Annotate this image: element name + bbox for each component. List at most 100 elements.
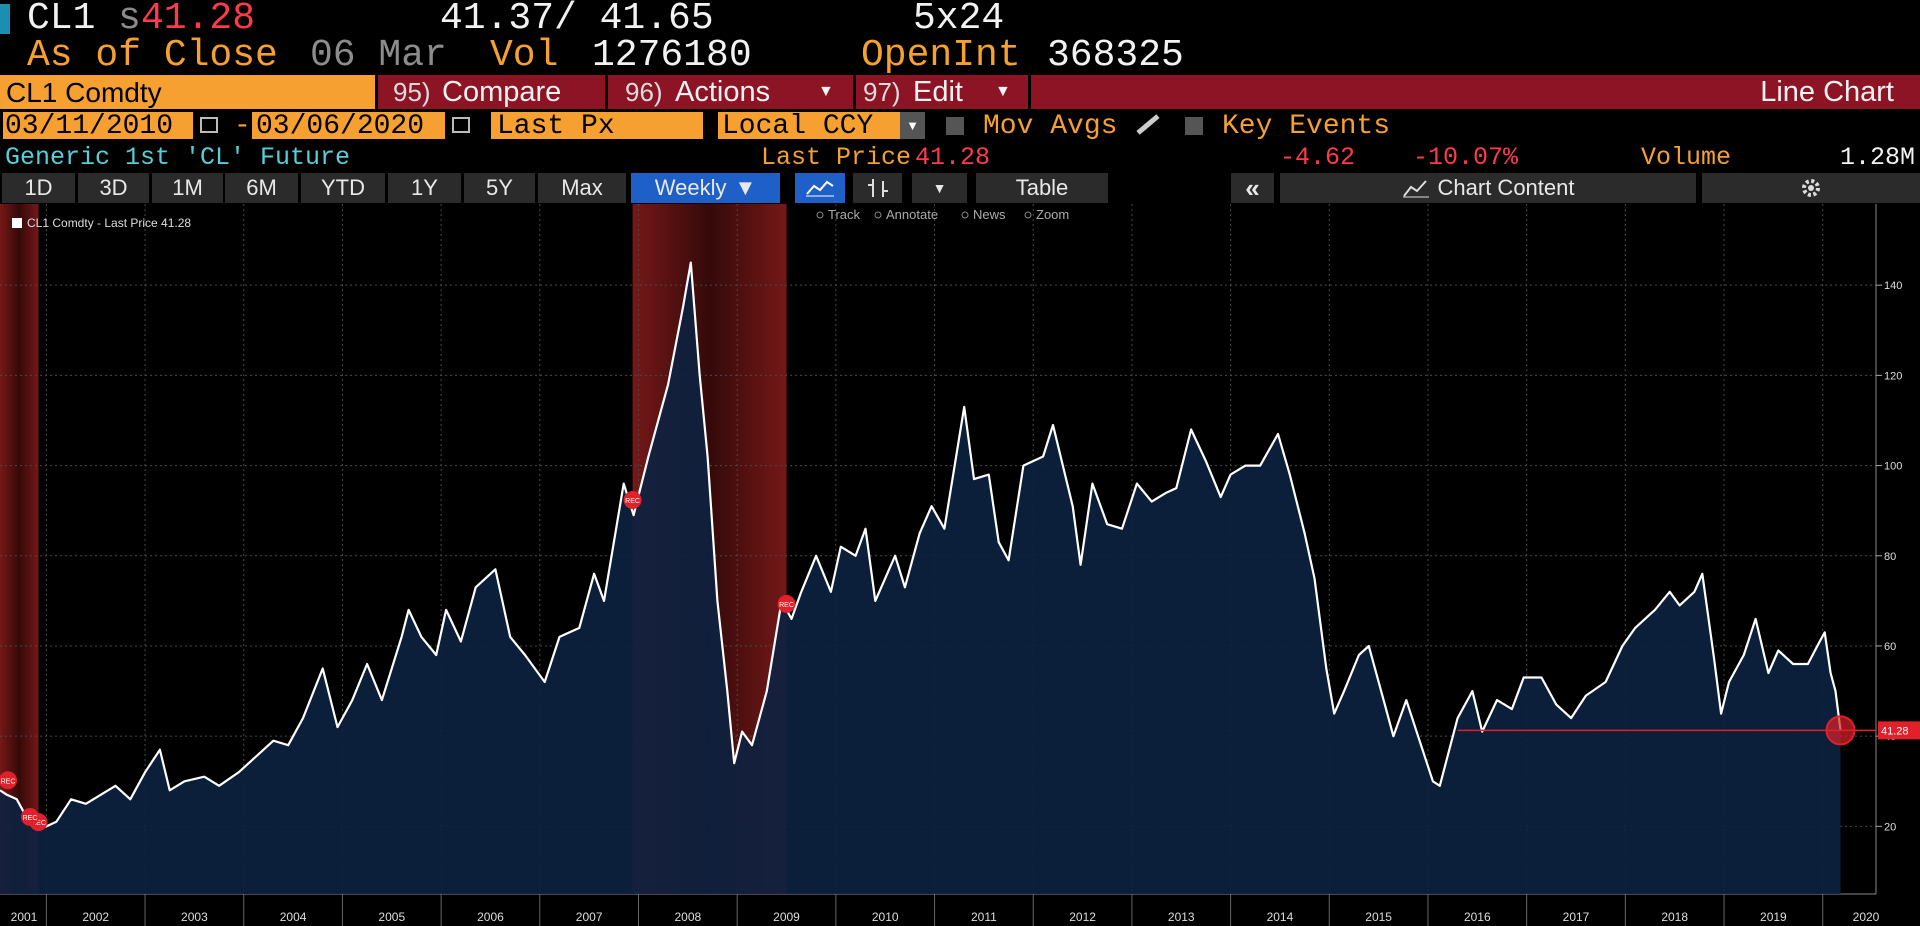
compare-button[interactable]: Compare	[442, 76, 562, 108]
settings-button[interactable]	[1702, 173, 1920, 203]
period-button[interactable]: Max	[538, 173, 626, 203]
table: Table	[1015, 175, 1069, 200]
legend-label: CL1 Comdty - Last Price 41.28	[27, 216, 191, 230]
security-box[interactable]	[0, 75, 375, 109]
x-tick-label: 2005	[378, 910, 405, 924]
button-num: 97)	[863, 77, 901, 107]
recession-marker-label: REC	[1, 778, 16, 785]
period-button[interactable]: 5Y	[464, 173, 535, 203]
chart-tool[interactable]: Zoom	[1036, 207, 1069, 222]
period-button[interactable]: 1M	[152, 173, 223, 203]
tool-icon	[874, 211, 882, 219]
bid-ask: 41.37/ 41.65	[440, 0, 714, 40]
chart: 2040608010012014020012002200320042005200…	[0, 204, 1920, 926]
end-date: 03/06/2020	[256, 111, 425, 142]
tool-icon	[1024, 211, 1032, 219]
currency-dropdown[interactable]: ▼	[900, 112, 925, 139]
oi-label: OpenInt	[861, 34, 1021, 77]
y-tick-label: 20	[1884, 821, 1896, 833]
mov-avgs: Mov Avgs	[983, 111, 1118, 142]
chart-content: Chart Content	[1437, 175, 1575, 200]
period-button[interactable]: 1Y	[388, 173, 461, 203]
change: -4.62	[1280, 143, 1356, 172]
pencil-icon[interactable]	[1136, 114, 1160, 135]
field-box[interactable]	[491, 112, 703, 139]
ticker: CL1	[27, 0, 96, 40]
currency: Local CCY	[722, 111, 874, 142]
recession-marker-label: REC	[31, 820, 46, 827]
recession-marker: REC	[21, 807, 39, 826]
calendar-icon[interactable]	[452, 117, 470, 133]
x-tick-label: 2015	[1365, 910, 1392, 924]
tool-icon	[961, 211, 969, 219]
recession-band	[0, 204, 39, 894]
gear-icon	[1802, 179, 1820, 197]
frequency-button[interactable]: Weekly ▼	[631, 173, 780, 203]
actions-button[interactable]: Actions	[675, 76, 771, 108]
calendar-icon[interactable]	[200, 117, 218, 133]
date-box[interactable]	[252, 112, 445, 139]
last-price-label: Last Price	[761, 143, 912, 172]
period-button[interactable]: YTD	[301, 173, 385, 203]
x-tick-label: 2011	[971, 910, 997, 924]
y-tick-label: 140	[1884, 280, 1902, 292]
chart-tool[interactable]: News	[973, 207, 1006, 222]
last-value-label: 41.28	[1881, 725, 1909, 737]
recession-marker-label: REC	[779, 602, 794, 609]
period-button[interactable]: 3D	[78, 173, 149, 203]
bar-icon-button[interactable]	[853, 173, 902, 203]
price-area	[0, 262, 1841, 895]
tool-icon	[816, 211, 824, 219]
y-tick-label: 60	[1884, 641, 1896, 653]
recession-marker: REC	[623, 491, 642, 510]
x-tick-label: 2009	[773, 910, 800, 924]
button-num: 96)	[625, 77, 663, 107]
field: Last Px	[497, 111, 615, 142]
recession-marker: REC	[777, 594, 796, 613]
dropdown-arrow: ▼	[995, 83, 1011, 100]
y-tick-label: 80	[1884, 551, 1896, 563]
y-tick-label: 100	[1884, 461, 1902, 473]
chart-tool[interactable]: Annotate	[886, 207, 938, 222]
recession-marker-bg	[0, 771, 17, 790]
line-icon	[806, 180, 834, 197]
collapse-button[interactable]: «	[1231, 173, 1274, 203]
divider	[1028, 75, 1031, 109]
x-tick-label: 2003	[181, 910, 208, 924]
as-of: As of Close	[27, 34, 278, 77]
recession-marker-bg	[777, 594, 796, 613]
checkbox[interactable]	[1185, 117, 1203, 135]
chart-content-icon	[1402, 180, 1429, 198]
period-button[interactable]: 6M	[225, 173, 298, 203]
recession-marker-bg	[623, 491, 642, 510]
x-tick-label: 2008	[674, 910, 701, 924]
checkbox[interactable]	[946, 117, 964, 135]
change-pct: -10.07%	[1413, 143, 1519, 172]
chart-tool[interactable]: Track	[828, 207, 861, 222]
size: 5x24	[913, 0, 1005, 40]
oi: 368325	[1047, 34, 1184, 77]
chart-content-button[interactable]: Chart Content	[1280, 173, 1696, 203]
more-button[interactable]: ▼	[912, 173, 967, 203]
vol-label: Vol	[490, 34, 559, 77]
price-prefix: s	[118, 0, 141, 40]
last-value-box	[1878, 721, 1920, 740]
last-value-marker	[1825, 715, 1856, 746]
toolbar-bar	[378, 75, 1920, 109]
x-tick-label: 2020	[1853, 910, 1880, 924]
currency-box[interactable]	[718, 112, 900, 139]
date-box[interactable]	[3, 112, 193, 139]
frequency: Weekly	[654, 175, 727, 200]
chart-type: Line Chart	[1760, 76, 1894, 108]
price: 41.28	[141, 0, 256, 40]
period-button[interactable]: 1D	[2, 173, 75, 203]
edit-button[interactable]: Edit	[913, 76, 963, 108]
recession-marker-label: REC	[625, 498, 640, 505]
price-line	[0, 261, 1842, 830]
line-icon-button[interactable]	[795, 173, 845, 203]
ticker-mark	[0, 4, 10, 34]
x-tick-label: 2014	[1267, 910, 1294, 924]
table-button[interactable]: Table	[976, 173, 1108, 203]
x-tick-label: 2002	[82, 910, 109, 924]
